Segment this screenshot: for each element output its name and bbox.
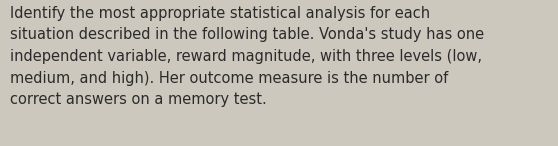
Text: Identify the most appropriate statistical analysis for each
situation described : Identify the most appropriate statistica… bbox=[10, 6, 484, 107]
